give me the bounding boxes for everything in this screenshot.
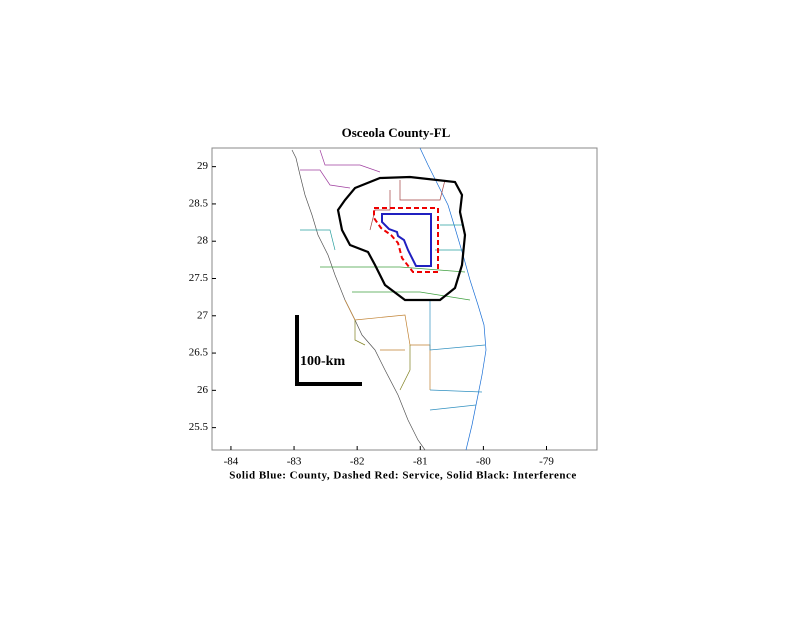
county-outline <box>381 213 432 267</box>
axis-ticks: -84 -83 -82 -81 -80 -79 25.5 26 26.5 27 27.5 28 28.5… <box>189 160 555 467</box>
x-axis-label: Solid Blue: County, Dashed Red: Service,… <box>229 470 577 482</box>
x-tick-label: -80 <box>476 456 491 468</box>
x-tick-label: -84 <box>224 456 239 468</box>
y-tick-label: 26.5 <box>189 347 209 359</box>
basemap <box>291 147 487 451</box>
x-tick-label: -82 <box>350 456 365 468</box>
interference-contour <box>336 175 467 302</box>
y-tick-label: 27.5 <box>189 272 209 284</box>
service-contour <box>373 207 439 273</box>
scale-label: 100-km <box>300 354 345 369</box>
x-tick-label: -81 <box>413 456 428 468</box>
y-tick-label: 29 <box>197 160 209 172</box>
y-tick-label: 28.5 <box>189 197 209 209</box>
chart-title: Osceola County-FL <box>342 125 451 140</box>
y-tick-label: 27 <box>197 309 209 321</box>
scale-bar <box>295 315 362 386</box>
y-tick-label: 25.5 <box>189 421 209 433</box>
y-tick-label: 28 <box>197 235 209 247</box>
x-tick-label: -83 <box>287 456 302 468</box>
x-tick-label: -79 <box>539 456 554 468</box>
y-tick-label: 26 <box>197 384 209 396</box>
